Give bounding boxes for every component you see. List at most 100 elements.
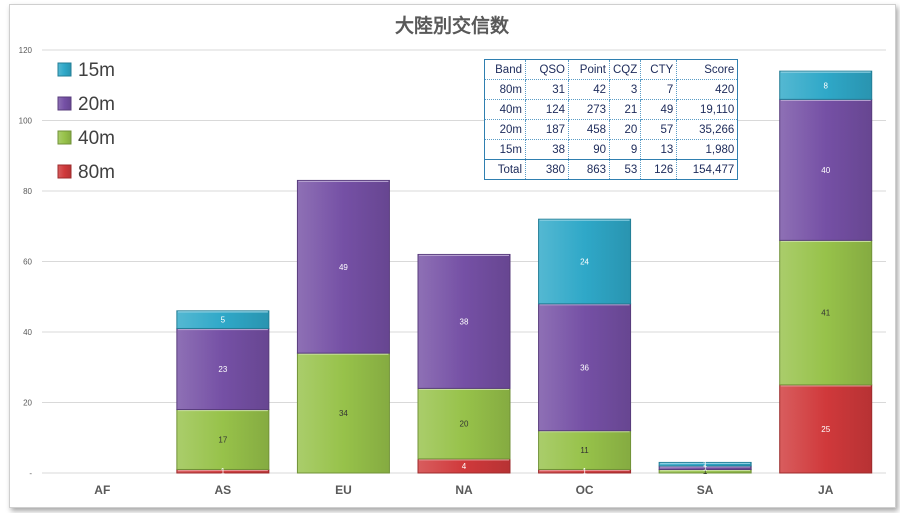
table-cell: 40m (484, 99, 526, 120)
data-label: 1 (703, 467, 708, 476)
data-label: 4 (462, 462, 467, 471)
y-tick-label: 80 (23, 187, 32, 196)
table-cell: 15m (484, 139, 526, 160)
table-cell: 20 (608, 119, 642, 140)
bar-segment-40m-JA (779, 239, 873, 386)
legend-label: 15m (78, 60, 115, 81)
bar-segment-40m-AS (176, 409, 270, 470)
table-row: 15m 38 90 9 13 1,980 (484, 139, 739, 160)
bar-segment-40m-NA (417, 387, 511, 460)
table-cell: 35,266 (676, 119, 739, 140)
bar-segment-20m-AS (176, 327, 270, 411)
y-tick-label: 20 (23, 399, 32, 408)
y-tick-label: 120 (19, 46, 33, 55)
data-label: 1 (582, 467, 587, 476)
bar-segment-20m-NA (417, 253, 511, 389)
bar-segment-40m-OC (538, 430, 632, 470)
data-label: 41 (821, 309, 830, 318)
data-label: 1 (703, 460, 708, 469)
table-header-cell: Point (568, 59, 610, 80)
data-label: 40 (821, 166, 830, 175)
data-label: 1 (221, 467, 226, 476)
bar-segment-15m-JA (779, 70, 873, 100)
data-label: 11 (580, 446, 589, 455)
bar-segment-15m-OC (538, 218, 632, 305)
table-row: 40m 124 273 21 49 19,110 (484, 99, 739, 120)
data-label: 38 (460, 317, 469, 326)
table-cell: 57 (640, 119, 678, 140)
data-label: 36 (580, 363, 589, 372)
data-label: 5 (221, 316, 226, 325)
table-header-cell: CQZ (608, 59, 642, 80)
table-header-cell: CTY (640, 59, 678, 80)
table-cell: 13 (640, 139, 678, 160)
x-tick-label: AF (94, 483, 110, 497)
x-tick-label: AS (215, 483, 232, 497)
bar-segment-15m-AS (176, 310, 270, 329)
legend-swatch (57, 62, 72, 77)
table-cell: 420 (676, 79, 739, 100)
legend-swatch (57, 164, 72, 179)
table-cell: 3 (608, 79, 642, 100)
data-label: 24 (580, 258, 589, 267)
table-row: 80m 31 42 3 7 420 (484, 79, 739, 100)
data-label: 49 (339, 263, 348, 272)
y-tick-label: 60 (23, 258, 32, 267)
table-cell: 154,477 (676, 159, 739, 180)
data-label: 25 (821, 425, 830, 434)
legend-swatch (57, 96, 72, 111)
table-header-cell: Score (676, 59, 739, 80)
legend-label: 80m (78, 162, 115, 183)
table-cell: 19,110 (676, 99, 739, 120)
table-row: Total 380 863 53 126 154,477 (484, 159, 739, 180)
table-cell: 7 (640, 79, 678, 100)
table-cell: 1,980 (676, 139, 739, 160)
x-tick-label: OC (576, 483, 594, 497)
table-cell: 9 (608, 139, 642, 160)
data-label: 23 (218, 365, 227, 374)
table-header-cell: QSO (525, 59, 569, 80)
bar-segment-80m-JA (779, 384, 873, 474)
table-cell: Total (484, 159, 526, 180)
table-header-row: Band QSO Point CQZ CTY Score (484, 59, 739, 80)
table-cell: 187 (525, 119, 569, 140)
data-label: 17 (218, 436, 227, 445)
table-cell: 49 (640, 99, 678, 120)
x-tick-label: SA (697, 483, 714, 497)
table-row: 20m 187 458 20 57 35,266 (484, 119, 739, 140)
x-tick-label: NA (455, 483, 473, 497)
table-cell: 53 (608, 159, 642, 180)
data-label: 8 (823, 81, 828, 90)
bar-segment-20m-OC (538, 303, 632, 432)
table-header-cell: Band (484, 59, 526, 80)
table-cell: 42 (568, 79, 610, 100)
table-cell: 380 (525, 159, 569, 180)
table-cell: 31 (525, 79, 569, 100)
data-label: 34 (339, 409, 348, 418)
bar-segment-40m-EU (296, 352, 390, 474)
chart-title: 大陸別交信数 (395, 14, 510, 37)
table-cell: 273 (568, 99, 610, 120)
data-label: 20 (460, 420, 469, 429)
legend-label: 20m (78, 94, 115, 115)
bar-segment-20m-EU (296, 179, 390, 354)
table-cell: 20m (484, 119, 526, 140)
table-cell: 126 (640, 159, 678, 180)
table-cell: 90 (568, 139, 610, 160)
y-tick-label: 100 (19, 117, 33, 126)
x-tick-label: EU (335, 483, 352, 497)
bar-segment-15m-SA (658, 461, 752, 467)
y-tick-label: 40 (23, 328, 32, 337)
y-tick-label: - (29, 469, 32, 478)
table-cell: 458 (568, 119, 610, 140)
table-cell: 38 (525, 139, 569, 160)
data-label: 1 (703, 464, 708, 473)
table-cell: 21 (608, 99, 642, 120)
score-table: Band QSO Point CQZ CTY Score 80m 31 42 3 7 420 40m 1… (484, 59, 739, 180)
legend-swatch (57, 130, 72, 145)
table-cell: 124 (525, 99, 569, 120)
bar-segment-20m-JA (779, 98, 873, 241)
x-tick-label: JA (818, 483, 834, 497)
legend-label: 40m (78, 128, 115, 149)
